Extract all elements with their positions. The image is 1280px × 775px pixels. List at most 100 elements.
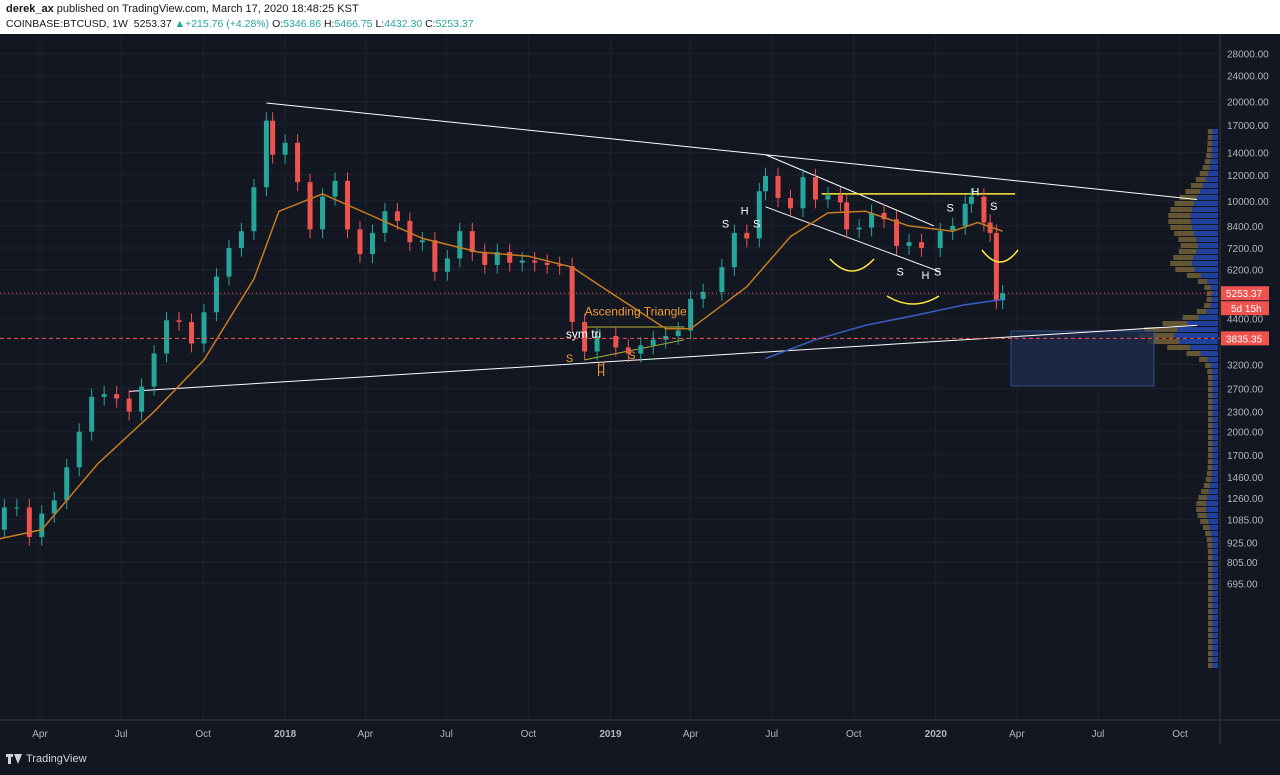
volume-profile-bar-blue [1190,219,1218,224]
candle-down [544,262,550,265]
volume-profile-bar-blue [1207,357,1218,362]
candle-up [213,276,219,313]
volume-profile-bar-blue [1212,129,1218,134]
candle-down [394,211,400,221]
volume-profile-bar-blue [1212,549,1218,554]
volume-profile-bar-blue [1209,525,1218,530]
volume-profile-bar-gold [1201,489,1209,494]
volume-profile-bar-blue [1212,375,1218,380]
time-tick-label: Jul [440,729,453,740]
volume-profile-bar-gold [1208,645,1213,650]
low-price-tag-bg [1221,331,1269,346]
price-tick-label: 1700.00 [1227,451,1264,462]
volume-profile-bar-blue [1212,435,1218,440]
price-tick-label: 28000.00 [1227,49,1269,60]
channel-bottom-line [765,206,941,273]
volume-profile-bar-gold [1204,303,1211,308]
volume-profile-bar-blue [1212,393,1218,398]
annotation-label: S [628,350,635,362]
candle-down [357,229,363,255]
volume-profile-bar-blue [1190,213,1218,218]
time-tick-label: Jul [1092,729,1105,740]
range-box [1010,330,1155,387]
candle-up [332,180,338,197]
author-name[interactable]: derek_ax [6,3,54,15]
volume-profile-bar-blue [1193,231,1218,236]
price-tick-label: 1260.00 [1227,494,1264,505]
annotation-label: H [597,367,605,379]
candle-down [881,212,887,220]
candle-down [507,252,513,263]
candle-down [407,220,413,243]
volume-profile-bar-gold [1170,207,1192,212]
price-tick-label: 14000.00 [1227,149,1269,160]
moving-averages [0,193,1003,540]
price-tick-label: 17000.00 [1227,121,1269,132]
candle-up [962,203,968,226]
symbol-label[interactable]: COINBASE:BTCUSD, 1W [6,18,128,30]
price-tick-label: 12000.00 [1227,171,1269,182]
volume-profile-bar-blue [1211,297,1218,302]
volume-profile-bar-blue [1194,201,1218,206]
volume-profile-bar-blue [1210,483,1218,488]
ohlc-legend: COINBASE:BTCUSD, 1W 5253.37 ▲+215.76 (+4… [6,18,474,30]
volume-profile-bar-gold [1170,225,1192,230]
volume-profile-bar-gold [1207,129,1213,134]
candle-down [844,202,850,230]
volume-profile-bar-blue [1187,321,1218,326]
volume-profile-bar-gold [1207,135,1213,140]
volume-profile-bar-gold [1206,297,1212,302]
candle-up [968,196,974,204]
volume-profile-bar-blue [1212,369,1218,374]
candle-up [594,335,600,352]
volume-profile-bar-gold [1179,195,1197,200]
volume-profile-bar-gold [1195,177,1206,182]
candle-up [444,258,450,272]
volume-profile-bar-blue [1212,609,1218,614]
candle-up [869,212,875,228]
volume-profile-bar-blue [1212,627,1218,632]
candle-up [700,291,706,299]
annotation-label: sym tri [566,327,601,341]
volume-profile-bar-blue [1206,513,1218,518]
moving-average-blue [765,298,1003,360]
volume-profile-bar-blue [1197,243,1218,248]
volume-profile-bar-gold [1207,573,1213,578]
volume-profile-bar-blue [1212,615,1218,620]
volume-profile-bar-blue [1212,651,1218,656]
volume-profile-bar-gold [1144,327,1178,332]
candle-up [238,231,244,249]
candle-down [837,195,843,203]
last-price: 5253.37 [133,18,172,30]
volume-profile-bar-blue [1191,207,1218,212]
volume-profile-bar-gold [1174,201,1195,206]
candle-up [763,175,769,192]
volume-profile-bar-gold [1207,447,1213,452]
volume-profile-bar-blue [1200,273,1218,278]
volume-profile-bar-blue [1190,345,1218,350]
brand[interactable]: TradingView [6,753,87,765]
candle-up [457,231,463,259]
price-tick-label: 805.00 [1227,558,1258,569]
volume-profile-bar-blue [1198,315,1218,320]
time-tick-label: Apr [32,729,48,740]
volume-profile-bar-gold [1208,423,1213,428]
volume-profile-bar-blue [1212,429,1218,434]
brand-name: TradingView [26,753,87,765]
volume-profile-bar-gold [1206,153,1212,158]
volume-profile-bar-blue [1212,585,1218,590]
volume-profile-bar-blue [1211,477,1218,482]
volume-profile-bar-gold [1208,621,1213,626]
time-axis[interactable]: Apr Jul Oct 2018 Apr Jul Oct 2019 Apr Jul Oct 2020 A… [32,729,1188,740]
annotation-label: S [897,266,904,278]
volume-profile-bar-gold [1207,387,1213,392]
volume-profile-bar-gold [1207,369,1213,374]
volume-profile-bar-gold [1208,627,1213,632]
volume-profile-bar-gold [1175,267,1195,272]
volume-profile-bar-gold [1182,315,1199,320]
candle-up [663,335,669,340]
open-label: O: [272,18,284,30]
volume-profile-bar-gold [1208,609,1213,614]
